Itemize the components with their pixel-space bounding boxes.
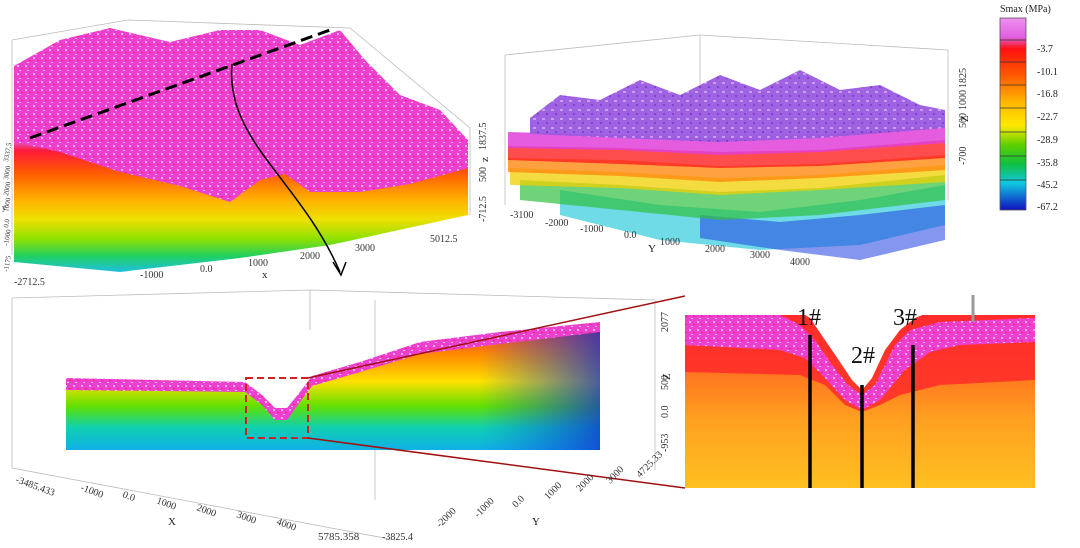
b-x-label: X — [168, 516, 176, 528]
b-y-tick: 3000 — [604, 464, 626, 486]
tr-z-label: Z — [959, 115, 971, 122]
tr-y-tick: 1000 — [660, 237, 680, 248]
section-depth-shade — [300, 325, 600, 450]
tl-z-tick: -712.5 — [478, 196, 489, 222]
legend-title: Smax (MPa) — [1000, 4, 1051, 15]
tr-y-tick: 2000 — [705, 244, 725, 255]
legend-value: -45.2 — [1037, 180, 1058, 191]
tr-y-tick: 0.0 — [624, 230, 637, 241]
zoom-connector — [307, 295, 686, 379]
tl-x-tick: -2712.5 — [14, 277, 45, 288]
tr-y-label: Y — [648, 243, 656, 255]
section-arrow-head — [332, 261, 347, 277]
tr-y-tick: 3000 — [750, 250, 770, 261]
b-x-tick: 0.0 — [121, 489, 137, 504]
legend-value: -35.8 — [1037, 158, 1058, 169]
tl-left-tick: 0.0 — [2, 218, 11, 228]
tl-left-axis: 3337.5 3000 2000 1000 0.0 -1000 -1175 y — [2, 142, 13, 273]
legend-tickmarks — [1000, 39, 1026, 181]
b-x-tick: -3485.433 — [14, 474, 56, 498]
borehole-3-label: 3# — [893, 305, 917, 331]
b-x-tick: -1000 — [79, 482, 105, 500]
b-x-tick: 1000 — [155, 495, 178, 512]
borehole-1-label: 1# — [797, 305, 821, 331]
b-y-label: Y — [532, 516, 540, 528]
layer-purple-top — [530, 70, 945, 142]
tl-x-tick: 3000 — [355, 243, 375, 254]
b-z-label: Z — [661, 373, 673, 380]
borehole-2-label: 2# — [851, 343, 875, 369]
tl-x-tick: 2000 — [300, 251, 320, 262]
tr-z-tick: -700 — [958, 147, 969, 165]
tl-left-tick: 3000 — [2, 165, 12, 181]
zoom-valley-air — [790, 300, 940, 390]
b-z-tick: -953 — [660, 434, 671, 452]
b-y-tick: 0.0 — [510, 494, 527, 511]
b-x-tick: 2000 — [195, 502, 218, 519]
layer-blue — [700, 205, 945, 260]
section-arrow — [230, 63, 341, 273]
b-y-tick: 4725.33 — [634, 449, 665, 480]
b-z-tick: 2077 — [660, 312, 671, 332]
legend-value: -3.7 — [1037, 44, 1053, 55]
tl-left-label: y — [2, 203, 6, 212]
b-z-tick: 0.0 — [660, 406, 671, 419]
tr-z-tick: 500 — [958, 113, 969, 128]
section-surface — [66, 322, 600, 420]
panel-zoom: 1# 2# 3# — [685, 295, 1035, 488]
tl-left-tick: 1000 — [2, 197, 12, 213]
b-x-tick: 3000 — [235, 509, 258, 526]
tl-x-tick: 1000 — [248, 258, 268, 269]
legend-value: -28.9 — [1037, 135, 1058, 146]
b-x-tick: 4000 — [275, 516, 298, 533]
panel-terrain-3d: -2712.5 -1000 0.0 1000 2000 3000 5012.5 … — [2, 19, 491, 288]
tl-z-label: z — [479, 157, 491, 162]
b-y-tick: 1000 — [542, 480, 564, 502]
legend: Smax (MPa) -3.7 -10.1 -16.8 -22.7 -28.9 … — [999, 4, 1058, 213]
tr-y-tick: -3100 — [510, 210, 533, 221]
tl-left-tick: -1000 — [2, 228, 13, 246]
legend-value: -67.2 — [1037, 202, 1058, 213]
tr-y-tick: -2000 — [545, 218, 568, 229]
legend-value: -16.8 — [1037, 89, 1058, 100]
tl-left-tick: 3337.5 — [2, 142, 13, 163]
tl-left-tick: 2000 — [2, 181, 12, 197]
bbox-lines — [11, 19, 471, 255]
panel-cross-section: -3485.433 -1000 0.0 1000 2000 3000 4000 … — [11, 289, 686, 543]
b-z-tick: 500 — [660, 375, 671, 390]
tl-x-tick: 5012.5 — [430, 234, 458, 245]
legend-value: -22.7 — [1037, 112, 1058, 123]
zoom-connector — [307, 437, 686, 489]
tr-y-tick: 4000 — [790, 257, 810, 268]
b-y-tick: -2000 — [434, 506, 458, 530]
tl-left-tick: -1175 — [2, 255, 13, 273]
b-y-tick: -3825.4 — [382, 532, 413, 543]
b-y-tick: -1000 — [472, 496, 496, 520]
tl-x-tick: 0.0 — [200, 264, 213, 275]
zoom-box — [245, 377, 309, 439]
tr-z-tick: 1000 — [958, 90, 969, 110]
terrain-surface — [14, 28, 468, 202]
tl-z-tick: 500 — [478, 167, 489, 182]
tl-x-label: x — [262, 269, 268, 281]
tl-z-tick: 1837.5 — [478, 123, 489, 151]
tr-y-tick: -1000 — [580, 224, 603, 235]
zoom-valley-surface — [685, 315, 1035, 410]
tr-z-tick: 1825 — [958, 68, 969, 88]
b-x-tick: 5785.358 — [318, 531, 360, 543]
tl-x-tick: -1000 — [140, 270, 163, 281]
panel-layered-3d: -3100 -2000 -1000 0.0 1000 2000 3000 400… — [504, 34, 971, 268]
legend-colorbar — [999, 17, 1027, 211]
legend-value: -10.1 — [1037, 67, 1058, 78]
